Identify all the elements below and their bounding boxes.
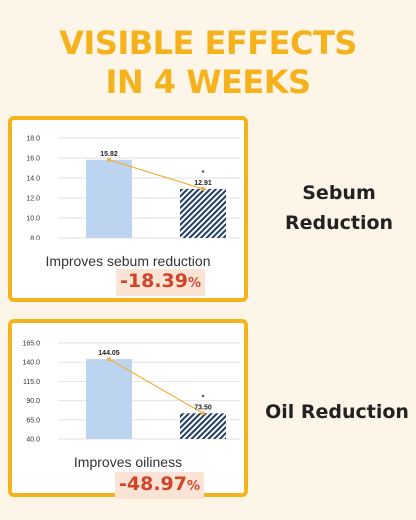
oil-percent-value: -48.97	[119, 473, 187, 495]
sebum-y-tick-label: 14.0	[26, 176, 40, 183]
oil-y-tick-label: 90.0	[26, 398, 40, 405]
sebum-percent-unit: %	[187, 276, 202, 291]
oil-chart-card: 165.0 140.0 115.0 90.0 65.0 40.0 144.05 73.50 * …	[8, 319, 248, 499]
oil-trend-point-1	[107, 357, 111, 362]
sebum-chart: 18.0 16.0 14.0 12.0 10.0 8.0 15.82 12.91 *	[26, 136, 240, 241]
sebum-value-label-2: 12.91	[194, 180, 212, 187]
oil-y-tick-label: 165.0	[22, 341, 40, 348]
oil-y-tick-label: 40.0	[26, 437, 40, 444]
oil-value-label-2: 73.50	[194, 404, 212, 411]
oil-y-tick-label: 140.0	[22, 360, 40, 367]
sebum-y-tick-label: 12.0	[26, 196, 40, 203]
oil-y-tick-label: 115.0	[23, 379, 40, 386]
sebum-side-label: Sebum Reduction	[262, 178, 416, 238]
oil-y-tick-label: 65.0	[26, 417, 40, 424]
oil-trend-line	[108, 358, 204, 414]
sebum-trend-point-1	[107, 157, 111, 162]
oil-value-label-1: 144.05	[98, 350, 120, 357]
oil-side-label-line-1: Oil Reduction	[265, 401, 409, 423]
sebum-side-label-line-2: Reduction	[284, 212, 394, 234]
sebum-caption: Improves sebum reduction	[45, 253, 211, 269]
sebum-chart-card: 18.0 16.0 14.0 12.0 10.0 8.0 15.82 12.91 * Impro…	[8, 116, 248, 302]
sebum-side-label-line-1: Sebum	[302, 182, 376, 204]
sebum-bar-2	[180, 188, 226, 238]
oil-percent-badge: -48.97%	[115, 472, 205, 499]
sebum-bar-1	[86, 159, 132, 238]
sebum-significance-mark: *	[202, 170, 205, 177]
sebum-percent-badge: -18.39%	[116, 269, 206, 296]
oil-bar-1	[86, 359, 132, 439]
sebum-y-tick-label: 18.0	[26, 136, 40, 143]
headline-line-2: IN 4 WEEKS	[105, 63, 311, 101]
oil-percent-unit: %	[186, 479, 201, 494]
headline-line-1: VISIBLE EFFECTS	[59, 24, 357, 62]
sebum-trend-line	[108, 159, 204, 190]
oil-significance-mark: *	[202, 394, 205, 401]
sebum-y-tick-label: 8.0	[30, 236, 40, 241]
oil-chart: 165.0 140.0 115.0 90.0 65.0 40.0 144.05 73.50 *	[22, 341, 240, 444]
sebum-y-tick-label: 10.0	[26, 216, 40, 223]
oil-caption: Improves oiliness	[73, 454, 183, 470]
oil-bar-2	[180, 413, 226, 439]
sebum-value-label-1: 15.82	[100, 151, 118, 158]
oil-side-label: Oil Reduction	[258, 397, 416, 427]
sebum-y-tick-label: 16.0	[26, 156, 40, 163]
sebum-trend-point-2	[201, 186, 205, 191]
sebum-percent-value: -18.39	[120, 270, 188, 292]
oil-trend-point-2	[201, 411, 205, 416]
